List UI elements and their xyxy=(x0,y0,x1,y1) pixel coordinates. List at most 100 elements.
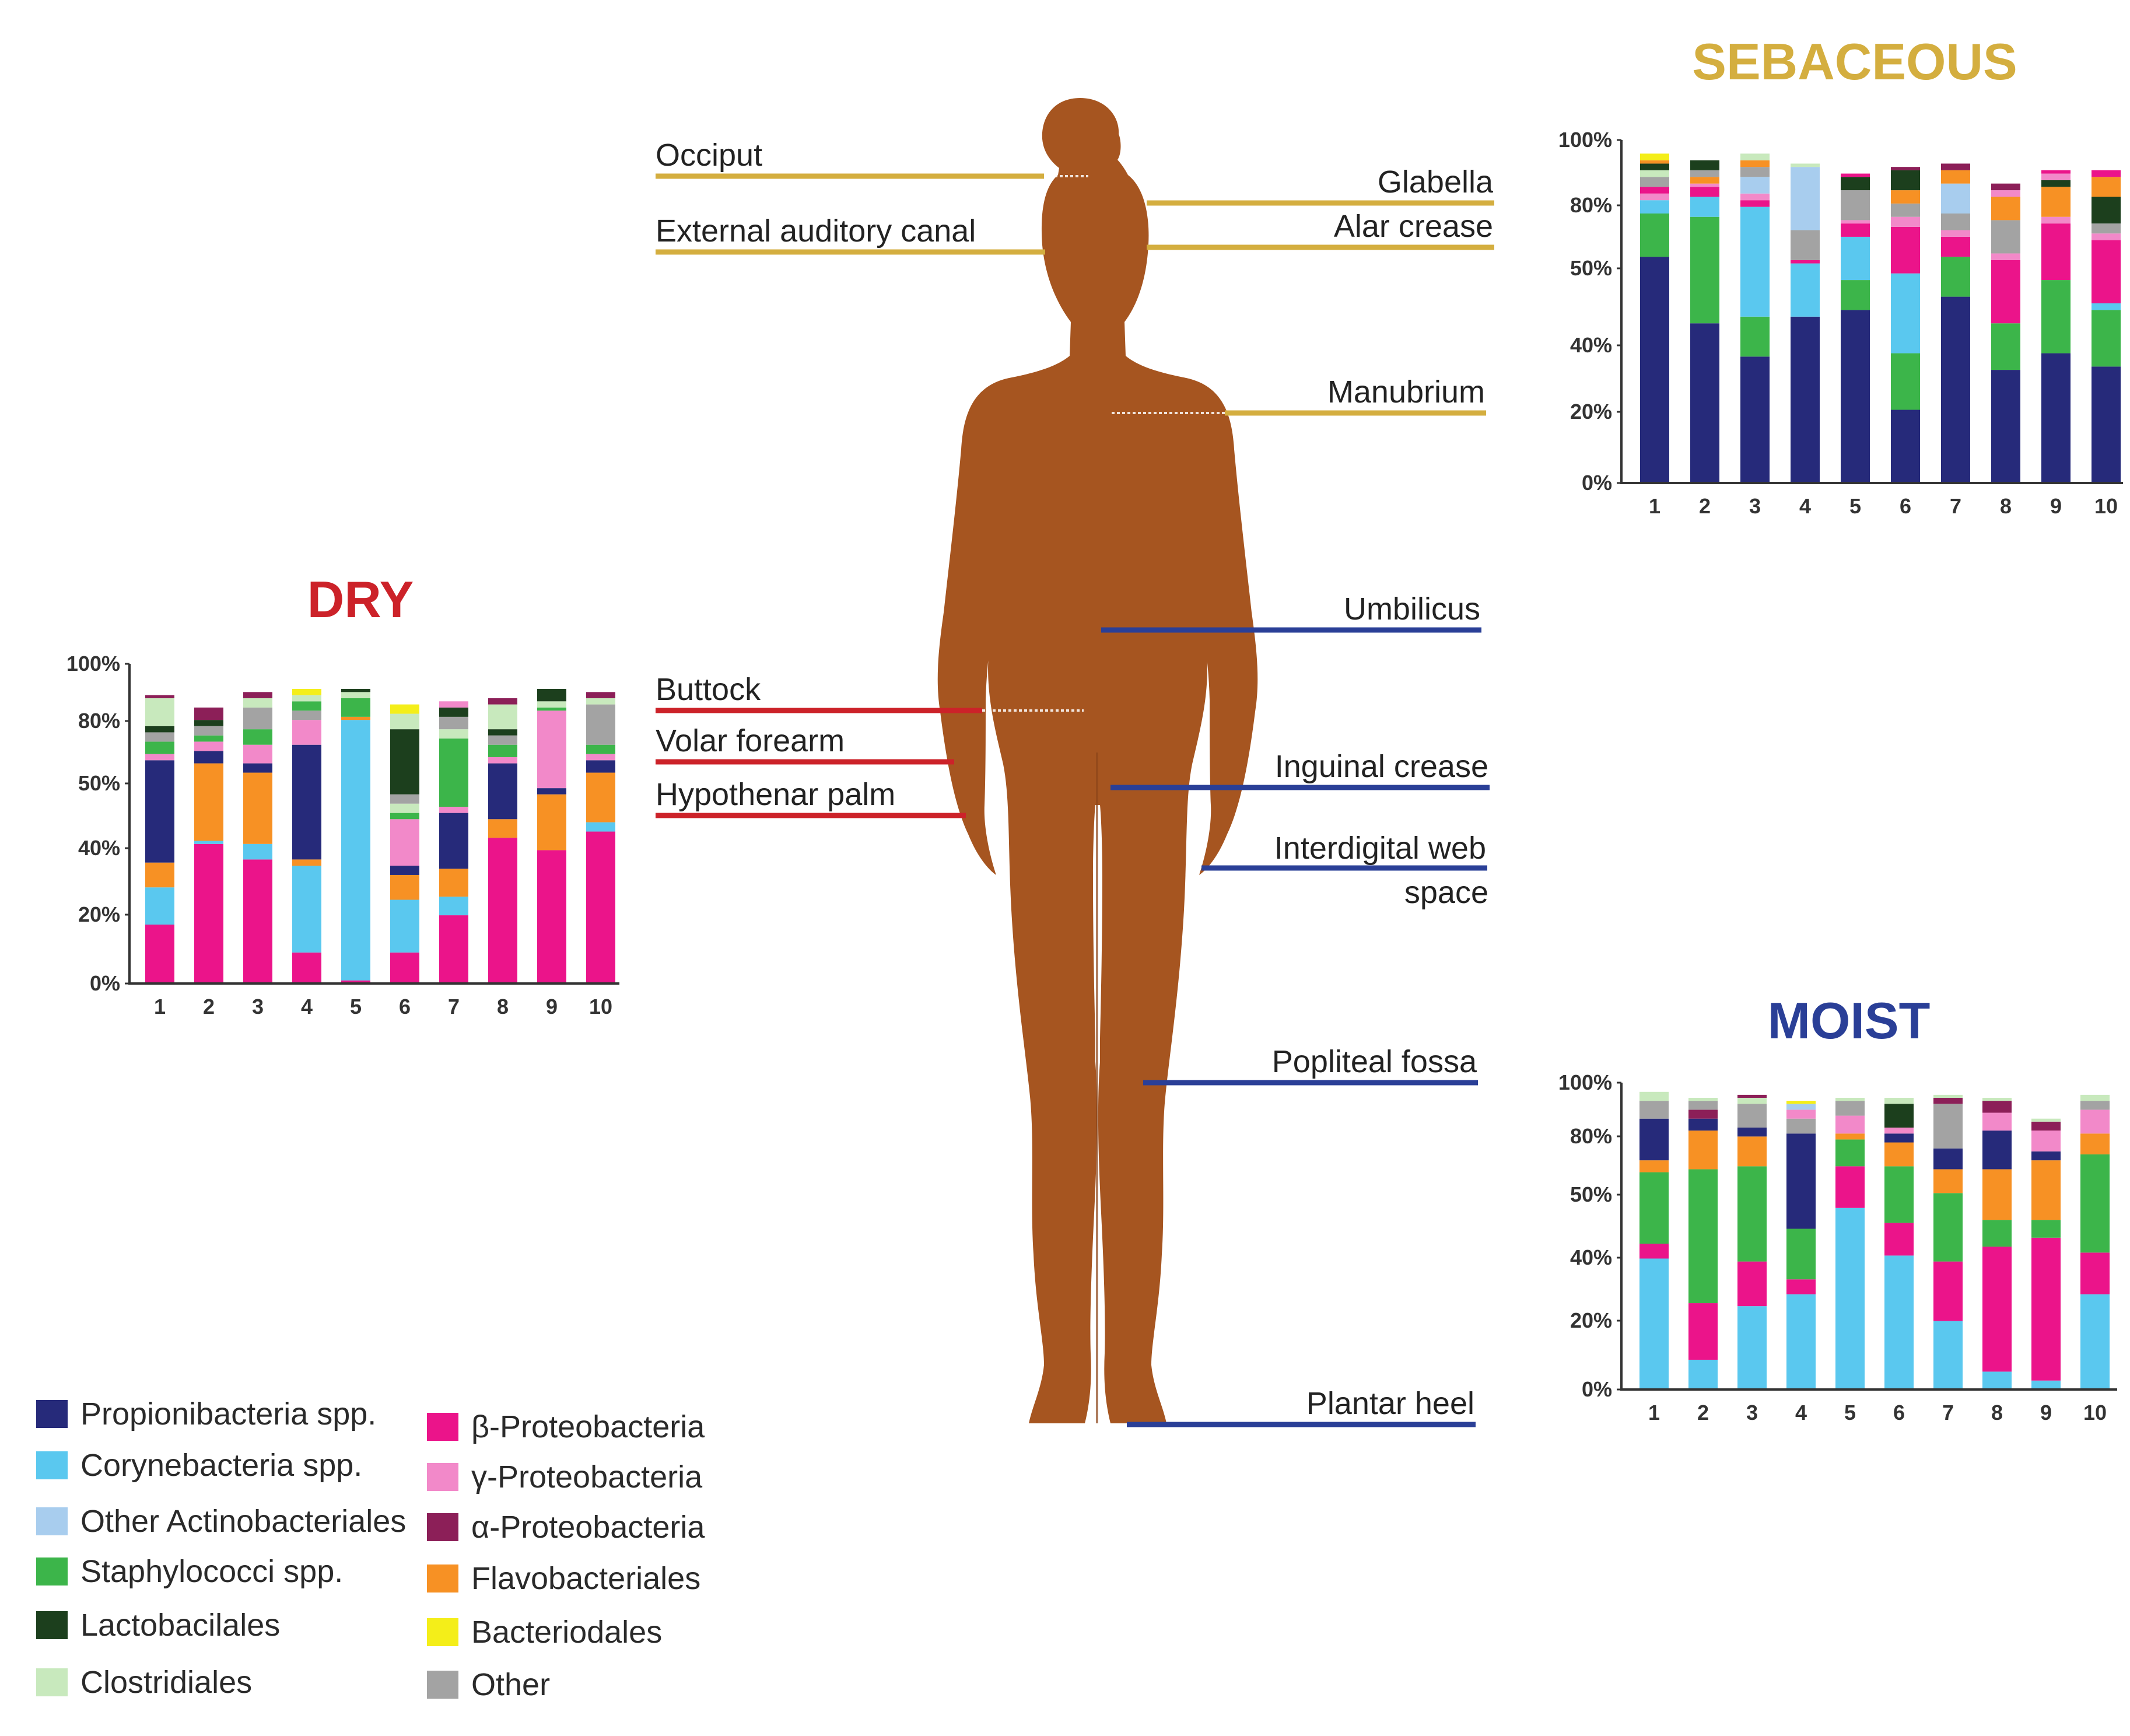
bar-segment-beta xyxy=(1835,1166,1865,1208)
bar-segment-prop xyxy=(1941,296,1970,483)
x-tick-label: 3 xyxy=(1749,494,1761,518)
x-tick-label: 6 xyxy=(1900,494,1911,518)
bar-segment-beta xyxy=(1982,1247,2012,1372)
bar-segment-clost xyxy=(586,698,615,705)
legend-label: Flavobacteriales xyxy=(471,1561,700,1596)
legend-label: Bacteriodales xyxy=(471,1615,662,1650)
legend-swatch xyxy=(427,1413,458,1441)
bar-segment-prop xyxy=(1933,1148,1963,1170)
x-tick-label: 5 xyxy=(1844,1401,1856,1424)
bar-segment-beta xyxy=(2031,1237,2061,1381)
bar-segment-flavo xyxy=(1737,1136,1767,1167)
bar-segment-clost xyxy=(1982,1097,2012,1101)
bar-1 xyxy=(145,695,174,984)
legend-item-flavo: Flavobacteriales xyxy=(427,1561,700,1596)
bar-segment-beta xyxy=(2041,223,2071,281)
chart-title-moist: MOIST xyxy=(1768,992,1931,1049)
bar-segment-bact xyxy=(292,689,321,695)
bar-8 xyxy=(1991,183,2020,483)
bar-segment-other xyxy=(145,732,174,742)
bar-segment-other xyxy=(2080,1101,2110,1110)
legend-item-clost: Clostridiales xyxy=(36,1665,252,1700)
bar-segment-flavo xyxy=(1991,197,2020,220)
chart-title-sebaceous: SEBACEOUS xyxy=(1692,33,2017,90)
bar-segment-other xyxy=(1891,203,1920,217)
bar-segment-lacto xyxy=(488,729,517,736)
bar-9 xyxy=(2031,1118,2061,1390)
bar-segment-cory xyxy=(1786,1294,1816,1390)
bar-segment-other xyxy=(243,707,272,730)
label-occiput: Occiput xyxy=(656,138,762,173)
bar-segment-beta xyxy=(586,831,615,984)
bar-segment-flavo xyxy=(1688,1130,1718,1170)
bar-segment-staph xyxy=(586,744,615,754)
bar-segment-gamma xyxy=(1982,1112,2012,1131)
bar-segment-cory xyxy=(586,822,615,832)
y-tick-label: 20% xyxy=(1570,400,1612,424)
bar-segment-beta xyxy=(341,980,370,984)
label-interdigital-web: Interdigital web xyxy=(1274,831,1486,866)
x-tick-label: 4 xyxy=(1795,1401,1807,1424)
bar-segment-clost xyxy=(1835,1097,1865,1101)
bar-segment-cory xyxy=(1640,200,1669,214)
y-tick-label: 0% xyxy=(1582,471,1612,495)
bar-segment-flavo xyxy=(1884,1142,1914,1167)
bar-4 xyxy=(1786,1101,1816,1390)
bar-segment-lacto xyxy=(145,726,174,733)
legend-item-gamma: γ-Proteobacteria xyxy=(427,1460,703,1494)
bar-segment-gamma xyxy=(2092,233,2121,240)
bar-segment-alpha xyxy=(586,692,615,698)
bar-segment-other xyxy=(1835,1101,1865,1116)
bar-segment-clost xyxy=(1640,170,1669,177)
x-tick-label: 9 xyxy=(2050,494,2062,518)
bar-segment-prop xyxy=(1690,323,1719,483)
bar-segment-staph xyxy=(1933,1193,1963,1262)
bar-segment-flavo xyxy=(341,716,370,720)
bar-segment-other xyxy=(1933,1104,1963,1149)
legend-label: γ-Proteobacteria xyxy=(471,1460,703,1494)
bar-segment-prop xyxy=(1982,1130,2012,1170)
x-tick-label: 3 xyxy=(252,995,264,1019)
bar-segment-alpha xyxy=(1688,1110,1718,1119)
bar-segment-cory xyxy=(1791,263,1820,317)
site-labels: Occiput External auditory canal Glabella… xyxy=(656,138,1494,1421)
bar-1 xyxy=(1640,153,1669,483)
bar-segment-staph xyxy=(1841,280,1870,310)
bar-2 xyxy=(194,707,223,984)
bar-segment-lacto xyxy=(2092,197,2121,224)
bar-segment-staph xyxy=(1884,1166,1914,1223)
bar-segment-clost xyxy=(1740,153,1770,160)
bar-segment-alpha xyxy=(1982,1101,2012,1113)
legend-item-other: Other xyxy=(427,1667,550,1702)
bar-segment-gamma xyxy=(1640,193,1669,201)
y-tick-label: 50% xyxy=(78,771,120,795)
y-tick-label: 40% xyxy=(1570,333,1612,357)
bar-5 xyxy=(1835,1097,1865,1390)
bar-7 xyxy=(1933,1094,1963,1390)
x-tick-label: 8 xyxy=(2000,494,2012,518)
legend: Propionibacteria spp. Corynebacteria spp.… xyxy=(36,1396,705,1702)
bar-segment-beta xyxy=(2080,1252,2110,1294)
bar-segment-alpha xyxy=(194,707,223,720)
bar-segment-lacto xyxy=(390,729,419,794)
bar-segment-clost xyxy=(1791,163,1820,167)
bar-3 xyxy=(1737,1094,1767,1390)
bar-6 xyxy=(390,704,419,984)
bar-segment-clost xyxy=(390,803,419,813)
legend-item-alpha: α-Proteobacteria xyxy=(427,1510,705,1545)
bar-segment-clost xyxy=(1884,1097,1914,1104)
bar-segment-actin xyxy=(1791,167,1820,230)
bar-segment-bact xyxy=(1786,1101,1816,1104)
bar-segment-cory xyxy=(1639,1258,1669,1390)
legend-swatch xyxy=(427,1618,458,1646)
bar-7 xyxy=(1941,163,1970,483)
bar-segment-gamma xyxy=(1991,190,2020,197)
bar-segment-flavo xyxy=(243,772,272,844)
bar-segment-actin xyxy=(1786,1104,1816,1110)
bar-segment-prop xyxy=(2031,1151,2061,1161)
bar-segment-gamma xyxy=(2080,1110,2110,1134)
bar-segment-gamma xyxy=(1786,1110,1816,1119)
bar-segment-beta xyxy=(194,844,223,984)
bar-segment-clost xyxy=(537,701,566,708)
bar-segment-staph xyxy=(194,735,223,742)
